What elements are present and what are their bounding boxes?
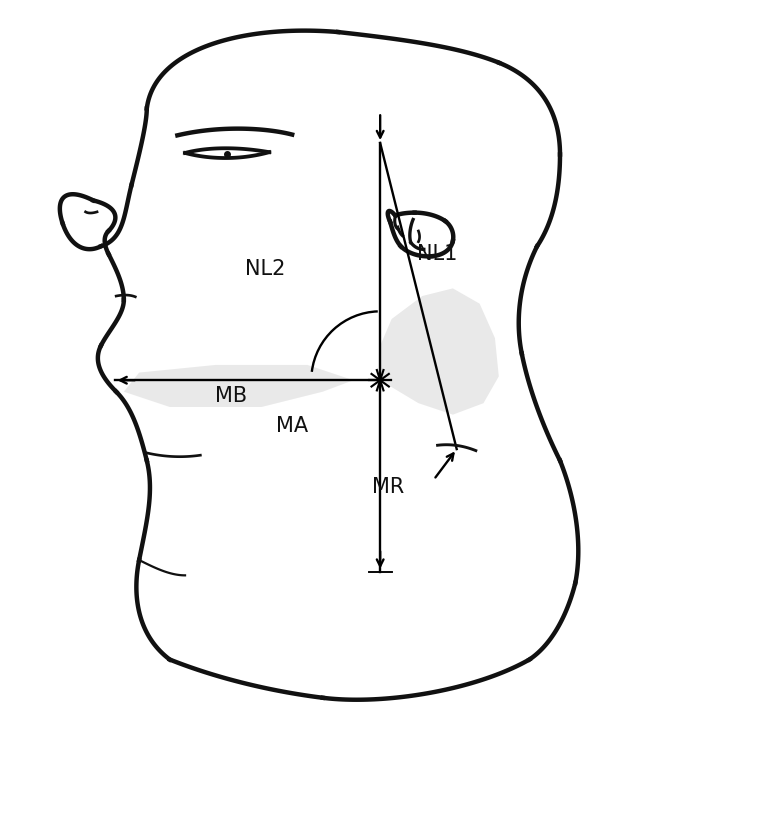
Polygon shape <box>124 365 353 407</box>
Text: MB: MB <box>215 386 247 405</box>
Text: NL1: NL1 <box>417 244 458 264</box>
Text: MA: MA <box>276 416 308 436</box>
Text: NL2: NL2 <box>245 260 286 279</box>
Polygon shape <box>380 288 498 414</box>
Text: MR: MR <box>372 477 404 497</box>
